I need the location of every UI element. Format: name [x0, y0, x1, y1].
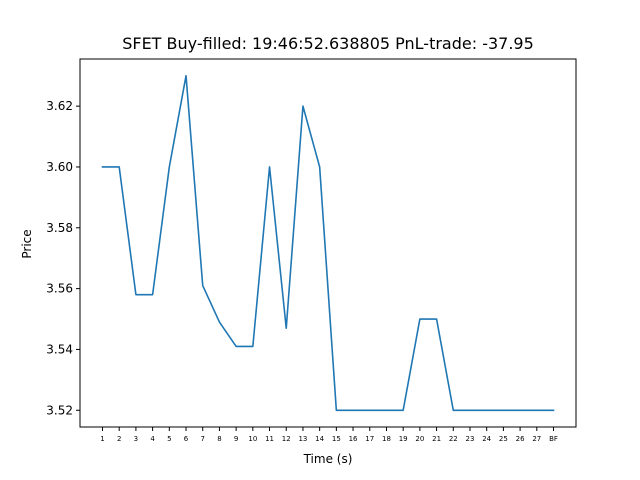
x-tick-label: 11 — [265, 435, 274, 443]
x-tick-label: 14 — [315, 435, 324, 443]
y-tick-label: 3.54 — [46, 342, 73, 356]
y-axis-label: Price — [20, 229, 34, 258]
x-tick-label: 20 — [415, 435, 424, 443]
y-tick-label: 3.58 — [46, 221, 73, 235]
x-tick-label: 26 — [516, 435, 525, 443]
x-tick-label: 19 — [399, 435, 408, 443]
x-axis-label: Time (s) — [303, 452, 353, 466]
x-tick-label: 1 — [100, 435, 104, 443]
chart-title: SFET Buy-filled: 19:46:52.638805 PnL-tra… — [122, 34, 534, 53]
x-tick-label: BF — [549, 435, 558, 443]
x-tick-label: 3 — [134, 435, 138, 443]
x-tick-label: 17 — [365, 435, 374, 443]
plot-area: 3.523.543.563.583.603.621 2 3 4 5 6 7 8 9 10 11 12 1… — [46, 58, 577, 443]
x-tick-label: 8 — [217, 435, 221, 443]
x-tick-label: 16 — [349, 435, 358, 443]
x-tick-label: 27 — [532, 435, 541, 443]
x-tick-label: 15 — [332, 435, 341, 443]
x-tick-label: 12 — [282, 435, 291, 443]
y-tick-label: 3.52 — [46, 403, 73, 417]
y-tick-label: 3.60 — [46, 160, 73, 174]
x-tick-label: 23 — [466, 435, 475, 443]
x-tick-label: 24 — [482, 435, 491, 443]
x-tick-label: 10 — [248, 435, 257, 443]
x-tick-label: 7 — [200, 435, 204, 443]
x-tick-label: 4 — [150, 435, 155, 443]
y-tick-label: 3.56 — [46, 282, 73, 296]
price-series-line — [101, 74, 555, 412]
x-tick-label: 5 — [167, 435, 171, 443]
y-tick-label: 3.62 — [46, 99, 73, 113]
x-tick-label: 6 — [184, 435, 189, 443]
x-tick-label: 13 — [298, 435, 307, 443]
axes-frame — [79, 58, 577, 428]
x-tick-label: 22 — [449, 435, 458, 443]
x-tick-label: 9 — [234, 435, 238, 443]
x-tick-label: 18 — [382, 435, 391, 443]
x-tick-label: 2 — [117, 435, 121, 443]
x-tick-label: 21 — [432, 435, 441, 443]
x-tick-label: 25 — [499, 435, 508, 443]
